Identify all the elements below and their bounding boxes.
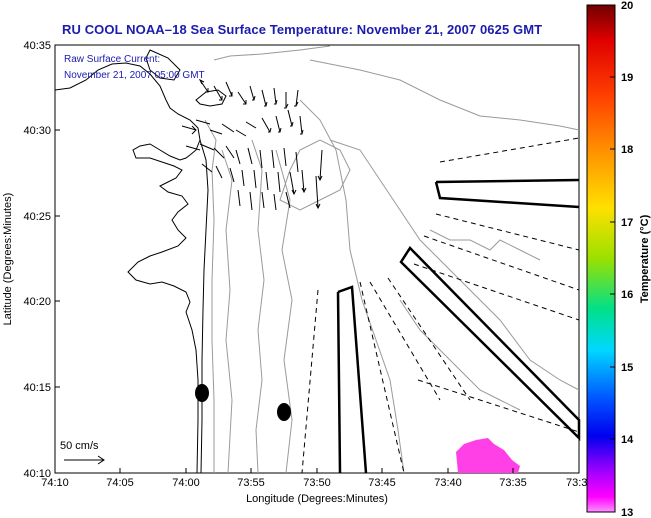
y-tick-label: 40:20 (23, 296, 51, 308)
x-tick-label: 73:3 (566, 477, 587, 489)
x-tick-label: 73:45 (368, 477, 396, 489)
scale-arrow (64, 455, 105, 465)
y-tick-label: 40:15 (23, 382, 51, 394)
buoy-marker (195, 384, 209, 402)
colorbar-tick-label: 19 (621, 72, 633, 84)
current-vectors (181, 78, 323, 211)
transect-boxes (336, 178, 581, 474)
x-tick-label: 73:55 (237, 477, 265, 489)
x-tick-label: 74:05 (106, 477, 134, 489)
x-tick-label: 74:10 (41, 477, 69, 489)
y-tick-label: 40:35 (23, 40, 51, 52)
y-tick-label: 40:30 (23, 125, 51, 137)
buoy-marker (277, 403, 291, 421)
radar-coverage-lines (301, 137, 580, 474)
x-tick-label: 74:00 (172, 477, 200, 489)
colorbar-tick-label: 18 (621, 144, 633, 156)
x-tick-label: 73:40 (434, 477, 462, 489)
colorbar-tick-label: 13 (621, 507, 633, 518)
plot-frame (54, 44, 580, 474)
colorbar-tick-label: 14 (621, 434, 634, 446)
x-axis-label: Longitude (Degrees:Minutes) (246, 493, 388, 505)
bathymetry-contours (204, 45, 580, 474)
colorbar-tick-label: 16 (621, 289, 633, 301)
y-ticks (55, 44, 60, 474)
x-tick-label: 73:35 (499, 477, 527, 489)
colorbar (586, 4, 616, 513)
y-axis-label: Latitude (Degrees:Minutes) (2, 193, 14, 326)
sst-warm-patch (456, 438, 520, 473)
colorbar-label: Temperature (°C) (639, 214, 651, 303)
x-ticks (54, 468, 580, 473)
y-tick-label: 40:10 (23, 468, 51, 480)
scale-label: 50 cm/s (60, 440, 99, 452)
colorbar-tick-label: 17 (621, 217, 633, 229)
current-arrowheads (205, 88, 323, 210)
current-annotation-line2: November 21, 2007 05:00 GMT (64, 70, 205, 81)
y-tick-label: 40:25 (23, 211, 51, 223)
x-tick-label: 73:50 (303, 477, 331, 489)
colorbar-ticks (610, 76, 615, 440)
colorbar-tick-label: 20 (621, 0, 633, 12)
colorbar-tick-label: 15 (621, 362, 633, 374)
chart-title: RU COOL NOAA–18 Sea Surface Temperature:… (62, 22, 543, 37)
current-annotation-line1: Raw Surface Current: (64, 54, 160, 65)
